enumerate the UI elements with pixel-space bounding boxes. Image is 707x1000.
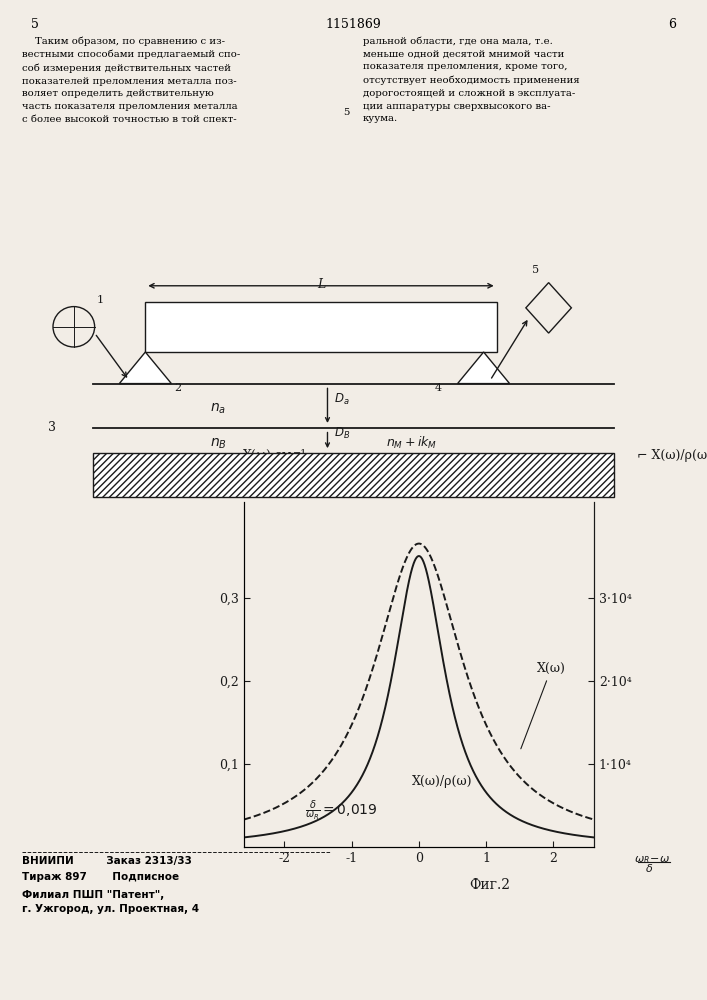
Text: ВНИИПИ         Заказ 2313/33: ВНИИПИ Заказ 2313/33 [22,856,192,866]
Text: Тираж 897       Подписное: Тираж 897 Подписное [22,872,179,882]
Text: $D_B$: $D_B$ [334,426,350,441]
Text: Фиг.2: Фиг.2 [469,878,510,892]
Polygon shape [526,283,571,333]
Text: 2: 2 [175,383,182,393]
Text: Х(ω): Х(ω) [521,662,566,749]
Text: 5: 5 [532,265,539,275]
Text: 6: 6 [668,18,676,31]
Text: $\delta$: $\delta$ [645,862,653,874]
Polygon shape [457,352,510,384]
Text: $n_a$: $n_a$ [211,402,226,416]
Text: 3: 3 [48,421,56,434]
Text: −1: −1 [293,449,308,458]
Text: Х(ω),см: Х(ω),см [243,449,293,462]
Bar [146,302,496,352]
Text: $D_a$: $D_a$ [334,391,349,407]
Text: $\omega_R\!-\!\omega$: $\omega_R\!-\!\omega$ [634,854,670,866]
Text: ⌐ Х(ω)/ρ(ω): ⌐ Х(ω)/ρ(ω) [637,449,707,462]
Polygon shape [119,352,171,384]
Text: 5: 5 [31,18,39,31]
Text: ральной области, где она мала, т.е.
меньше одной десятой мнимой части
показателя: ральной области, где она мала, т.е. мень… [363,36,580,123]
Text: 1: 1 [97,295,104,305]
Text: Филиал ПШП "Патент",: Филиал ПШП "Патент", [22,890,164,900]
Text: Фиг.1: Фиг.1 [333,515,374,529]
Text: Х(ω)/ρ(ω): Х(ω)/ρ(ω) [412,775,473,788]
Text: г. Ужгород, ул. Проектная, 4: г. Ужгород, ул. Проектная, 4 [22,904,199,914]
Text: L: L [317,278,325,291]
Text: 5: 5 [343,108,349,117]
Text: $n_M+ik_M$: $n_M+ik_M$ [386,435,437,451]
Text: Таким образом, по сравнению с из-
вестными способами предлагаемый спо-
соб измер: Таким образом, по сравнению с из- вестны… [22,36,240,124]
Text: 1151869: 1151869 [325,18,381,31]
Circle shape [53,307,95,347]
Text: $n_B$: $n_B$ [211,437,227,451]
Text: 4: 4 [435,383,442,393]
Text: $\frac{\delta}{\omega_R}=0{,}019$: $\frac{\delta}{\omega_R}=0{,}019$ [305,799,378,823]
Bar [93,453,614,497]
